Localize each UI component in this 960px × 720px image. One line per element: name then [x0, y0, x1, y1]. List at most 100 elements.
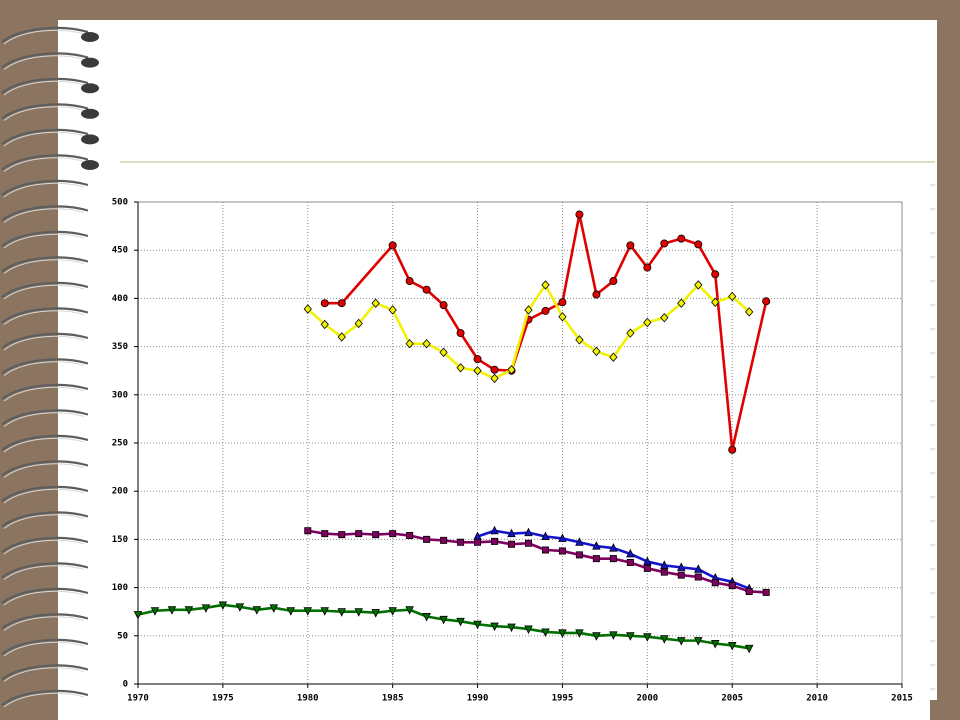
- spiral-ring-shine: [3, 616, 85, 631]
- point: [541, 531, 550, 541]
- point: [609, 543, 618, 552]
- point: [303, 607, 313, 616]
- point: [558, 547, 566, 555]
- point: [150, 607, 160, 616]
- y-tick-label: 100: [112, 583, 128, 593]
- point: [524, 305, 533, 315]
- spiral-ring-shine: [3, 284, 85, 300]
- point: [372, 531, 380, 539]
- spiral-ring: [1, 128, 89, 145]
- spiral-ring-shine: [3, 488, 85, 504]
- spiral-ring: [1, 332, 89, 349]
- point: [389, 530, 397, 538]
- point: [388, 305, 397, 315]
- point: [609, 631, 618, 640]
- binding-hole: [81, 160, 99, 170]
- point: [491, 537, 499, 545]
- point: [677, 234, 686, 243]
- x-tick-label: 2010: [806, 694, 828, 704]
- point: [762, 588, 770, 596]
- y-tick-label: 300: [112, 390, 128, 400]
- point: [694, 240, 703, 249]
- point: [490, 622, 499, 632]
- spiral-ring: [1, 664, 89, 681]
- point: [728, 582, 736, 590]
- spiral-ring: [1, 256, 89, 273]
- x-tick-label: 2015: [891, 694, 913, 704]
- spiral-ring-shine: [3, 335, 85, 351]
- point: [439, 347, 448, 358]
- point: [575, 335, 584, 345]
- point: [660, 239, 669, 248]
- spiral-ring-shine: [3, 386, 85, 402]
- series-line: [307, 529, 767, 594]
- point: [592, 290, 601, 299]
- point: [338, 531, 346, 539]
- point: [626, 559, 634, 567]
- point: [643, 556, 652, 566]
- spiral-ring: [1, 689, 89, 706]
- point: [745, 587, 753, 595]
- spiral-ring: [1, 154, 89, 171]
- point: [728, 445, 737, 454]
- point: [677, 562, 686, 571]
- spiral-ring: [1, 205, 89, 222]
- point: [474, 538, 482, 546]
- point: [609, 555, 617, 563]
- spiral-ring: [1, 103, 89, 120]
- point: [524, 625, 533, 635]
- point: [541, 280, 550, 290]
- point: [643, 317, 652, 328]
- x-tick-label: 1995: [552, 694, 574, 704]
- point: [354, 608, 363, 617]
- point: [575, 551, 583, 559]
- point: [694, 564, 703, 573]
- spiral-ring-shine: [3, 208, 85, 223]
- x-tick-label: 1975: [212, 694, 234, 704]
- point: [320, 319, 329, 330]
- spiral-binding: [1, 26, 99, 708]
- binding-hole: [81, 134, 99, 145]
- point: [456, 617, 465, 627]
- point: [423, 535, 431, 543]
- x-tick-label: 1980: [297, 694, 319, 704]
- x-tick-label: 1990: [467, 694, 489, 704]
- point: [457, 538, 465, 546]
- point: [354, 318, 363, 329]
- point: [762, 297, 771, 306]
- edge-ticks: [930, 184, 935, 690]
- point: [592, 541, 601, 550]
- x-tick-label: 2005: [721, 694, 743, 704]
- point: [388, 241, 397, 250]
- point: [439, 301, 448, 310]
- point: [320, 607, 330, 616]
- y-tick-label: 500: [112, 198, 128, 208]
- point: [558, 629, 567, 638]
- point: [371, 609, 380, 618]
- point: [626, 548, 635, 558]
- point: [507, 528, 516, 538]
- spiral-ring: [1, 587, 89, 604]
- y-tick-label: 0: [123, 680, 128, 690]
- spiral-ring-shine: [3, 590, 85, 606]
- spiral-ring: [1, 409, 89, 426]
- point: [355, 530, 363, 538]
- point: [218, 601, 228, 610]
- point: [422, 285, 431, 294]
- point: [490, 525, 499, 535]
- point: [711, 297, 720, 307]
- spiral-ring-shine: [3, 437, 85, 453]
- point: [711, 270, 720, 279]
- point: [677, 637, 686, 646]
- spiral-ring-shine: [3, 514, 85, 529]
- point: [337, 608, 346, 617]
- point: [575, 210, 584, 219]
- point: [643, 263, 652, 272]
- x-tick-label: 1985: [382, 694, 404, 704]
- spiral-ring-shine: [3, 667, 85, 682]
- point: [524, 527, 533, 537]
- spiral-ring-shine: [3, 310, 85, 325]
- point: [201, 604, 211, 613]
